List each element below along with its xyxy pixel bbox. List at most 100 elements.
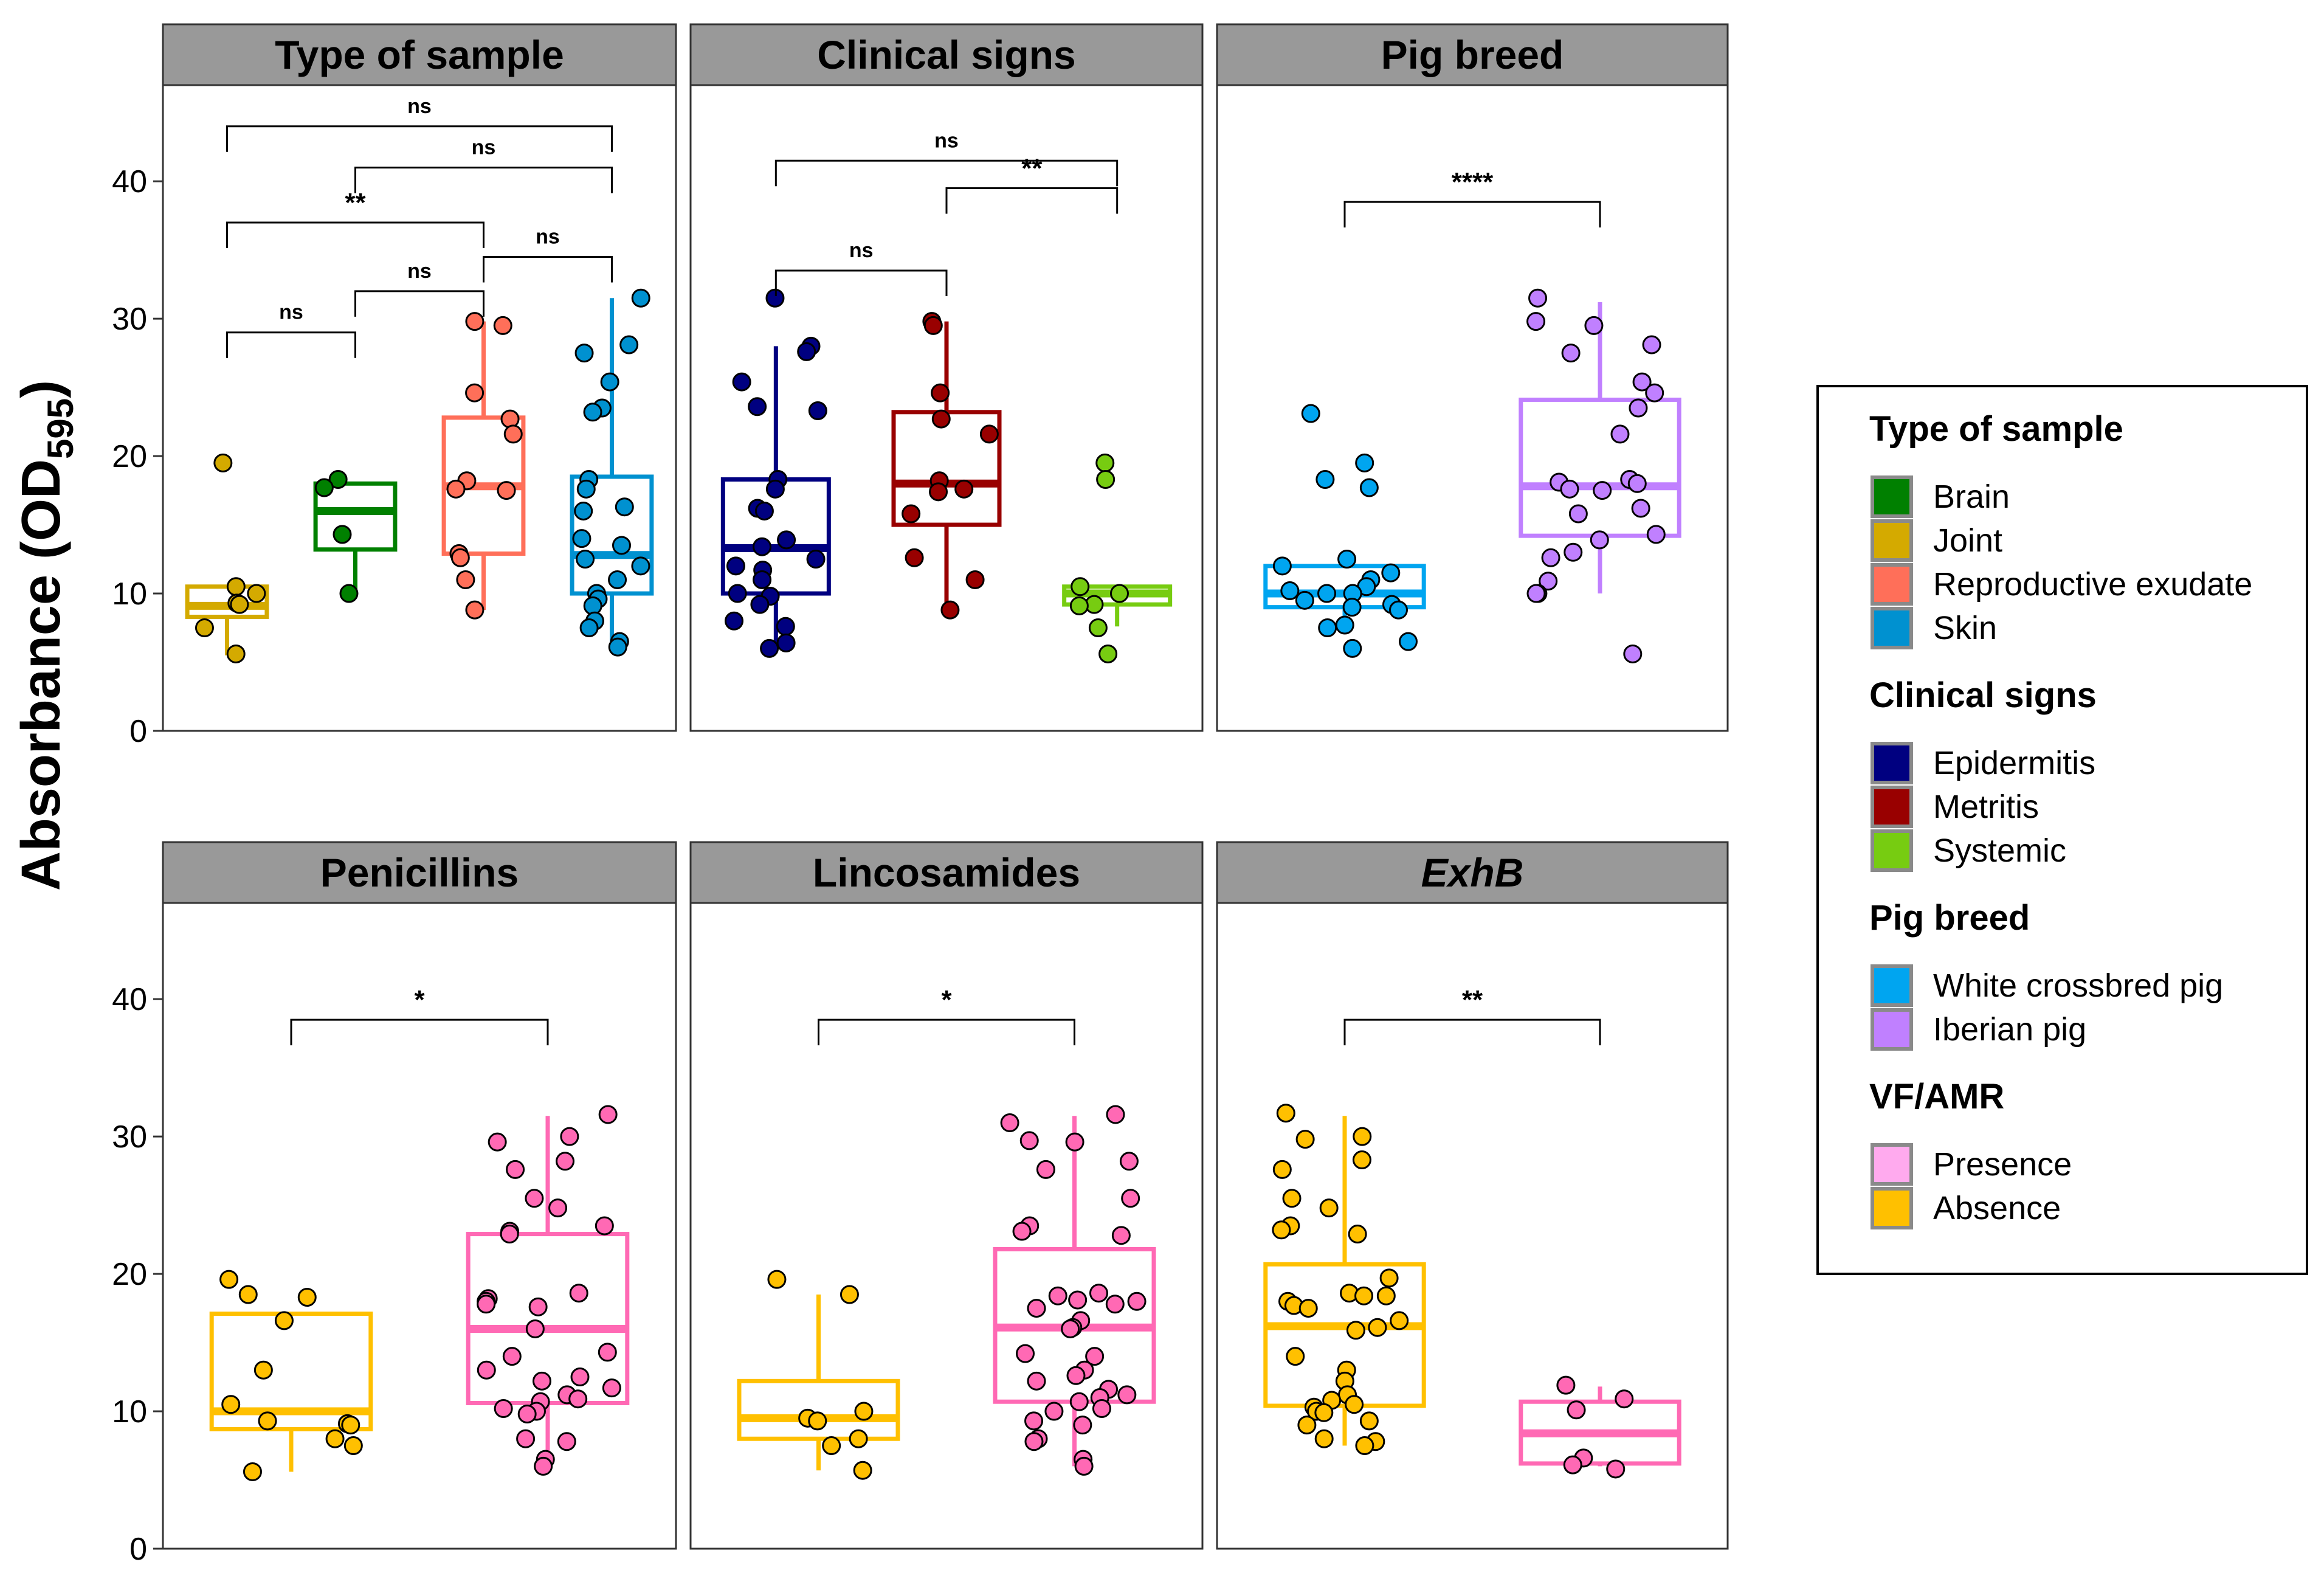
data-point (574, 501, 593, 520)
data-point (750, 595, 770, 614)
data-point (1088, 618, 1108, 638)
data-point (619, 335, 639, 354)
data-point (954, 479, 974, 499)
y-tick-label: 20 (112, 439, 147, 474)
group-white-crossbred-pig (1263, 404, 1426, 658)
data-point (1528, 288, 1548, 308)
data-point (557, 1432, 576, 1451)
data-point (1632, 372, 1652, 392)
y-tick-label: 0 (129, 714, 147, 749)
data-point (1106, 1105, 1125, 1124)
data-point (465, 383, 484, 403)
data-point (243, 1462, 262, 1481)
box (737, 1378, 900, 1441)
data-point (450, 548, 470, 567)
panel-strip (162, 23, 677, 86)
data-point (488, 1132, 507, 1152)
panel-exhb: ExhB ** (1216, 841, 1729, 1550)
data-point (929, 482, 948, 502)
bracket-line (774, 159, 1119, 187)
data-point (572, 529, 591, 548)
data-point (1317, 584, 1337, 603)
group-reproductive-exudate (441, 312, 526, 620)
bracket-line (226, 125, 613, 152)
data-point (1315, 469, 1335, 489)
data-point (1389, 600, 1409, 620)
bracket-line (774, 269, 948, 297)
data-point (1111, 1226, 1131, 1245)
data-point (1280, 581, 1300, 601)
y-tick-label: 40 (112, 164, 147, 199)
data-point (1631, 499, 1650, 518)
data-point (1567, 1400, 1586, 1420)
y-tick-label: 10 (112, 576, 147, 612)
data-point (1000, 1113, 1019, 1133)
data-point (1381, 563, 1401, 583)
data-point (494, 1399, 513, 1419)
data-point (1359, 478, 1379, 497)
data-point (343, 1436, 363, 1456)
box (209, 1312, 373, 1431)
data-point (328, 469, 348, 489)
significance-label: ns (407, 95, 432, 118)
significance-bracket: ns (354, 136, 613, 193)
data-point (517, 1405, 537, 1424)
data-point (1646, 525, 1666, 544)
data-point (576, 479, 596, 499)
data-point (600, 372, 619, 392)
legend-item-label: White crossbred pig (1933, 967, 2223, 1004)
data-point (631, 288, 650, 308)
data-point (1012, 1222, 1032, 1241)
data-point (465, 312, 484, 331)
data-point (525, 1319, 545, 1338)
data-point (579, 618, 599, 638)
data-point (1027, 1299, 1046, 1318)
data-point (1065, 1132, 1084, 1152)
data-point (195, 618, 214, 638)
data-point (1343, 638, 1362, 658)
legend-item-label: Skin (1933, 610, 1997, 646)
data-point (226, 577, 246, 596)
panel-strip (162, 841, 677, 904)
panel-strip (1216, 841, 1729, 904)
data-point (1560, 479, 1579, 499)
data-point (1541, 548, 1560, 567)
data-point (931, 383, 950, 403)
data-point (556, 1152, 575, 1171)
significance-bracket: ** (1343, 985, 1601, 1046)
legend-section-type-of-sample: Type of sample Brain Joint Reproductive exu… (1869, 409, 2252, 649)
data-point (297, 1287, 317, 1307)
significance-bracket: * (818, 985, 1075, 1046)
data-point (753, 570, 772, 589)
y-tick-label: 0 (129, 1532, 147, 1567)
data-point (1642, 335, 1661, 354)
significance-label: * (941, 985, 952, 1015)
significance-label: ns (407, 260, 432, 283)
data-point (314, 478, 334, 497)
data-point (608, 637, 627, 657)
data-point (339, 584, 359, 603)
data-point (1539, 572, 1558, 591)
y-tick-label: 30 (112, 1119, 147, 1155)
legend-item-label: Joint (1933, 522, 2002, 559)
bracket-line (226, 331, 356, 358)
y-tick-label: 30 (112, 302, 147, 337)
data-point (1276, 1104, 1295, 1123)
data-point (1561, 344, 1581, 363)
data-point (725, 611, 744, 631)
data-point (776, 617, 795, 636)
data-point (979, 424, 999, 444)
legend-item-label: Iberian pig (1933, 1011, 2086, 1048)
significance-label: ** (1462, 985, 1483, 1015)
legend-swatch (1871, 829, 1913, 872)
data-point (808, 401, 827, 421)
legend: Type of sample Brain Joint Reproductive exu… (1816, 385, 2308, 1275)
data-point (1066, 1366, 1086, 1385)
data-point (528, 1297, 548, 1316)
bracket-line (354, 167, 613, 193)
data-point (822, 1436, 841, 1456)
panel-penicillins: Penicillins 0 10 20 30 40 * (112, 841, 677, 1567)
data-point (902, 504, 921, 524)
bracket-line (1343, 1018, 1601, 1046)
